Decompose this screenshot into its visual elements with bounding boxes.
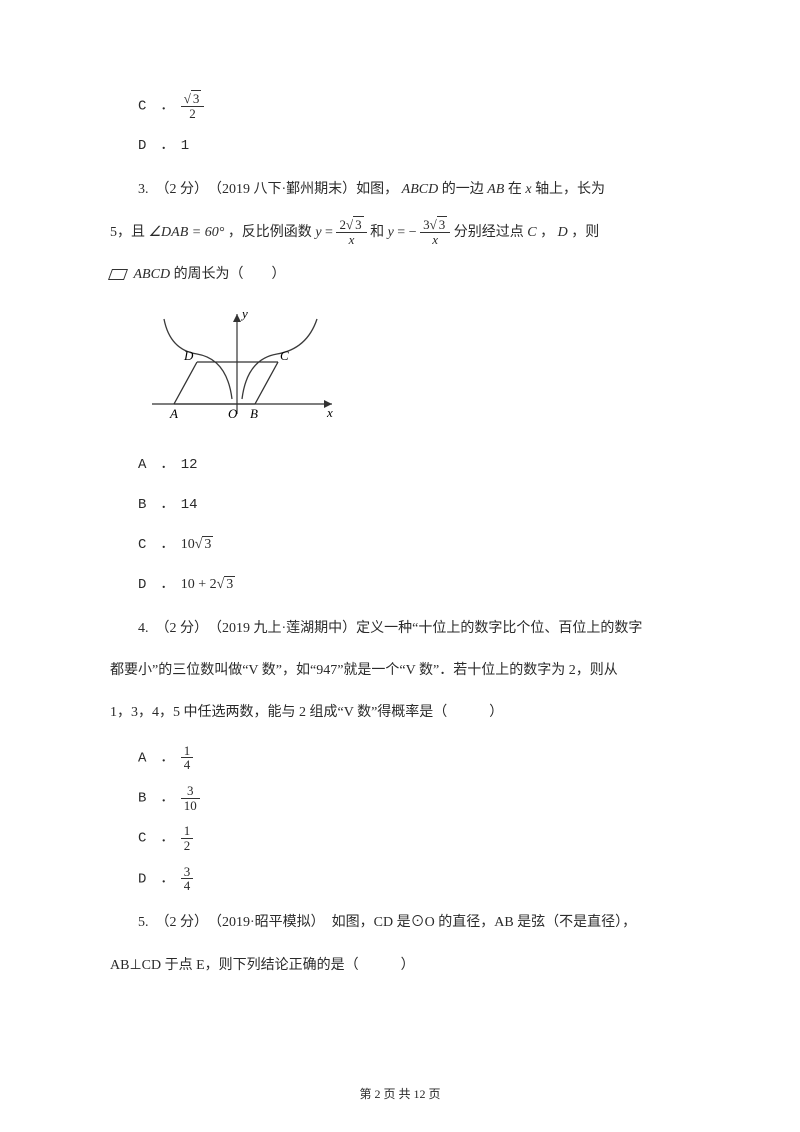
sqrt-icon: √3	[430, 216, 448, 232]
point-A: A	[169, 406, 178, 421]
text: 在	[508, 182, 526, 197]
text: 的一边	[442, 182, 488, 197]
option-value: 12	[181, 457, 198, 473]
math: ABCD	[134, 267, 171, 282]
q5-stem-2: AB⊥CD 于点 E，则下列结论正确的是（ ）	[110, 948, 705, 984]
q4-option-c: C ． 12	[138, 824, 705, 852]
q4-option-a: A ． 14	[138, 744, 705, 772]
option-label: D ．	[138, 138, 177, 154]
page-footer: 第 2 页 共 12 页	[0, 1085, 800, 1102]
fraction: 3√3x	[420, 218, 450, 246]
math: 10 + 2	[181, 577, 217, 592]
math: D	[558, 225, 568, 240]
parallelogram-icon	[108, 269, 128, 280]
text: 轴上，长为	[535, 182, 605, 197]
option-label: A ．	[138, 750, 177, 766]
option-label: B ．	[138, 790, 177, 806]
math: ABCD	[402, 182, 439, 197]
option-label: C ．	[138, 537, 177, 553]
fraction: 34	[181, 865, 194, 893]
point-B: B	[250, 406, 258, 421]
option-label: A ．	[138, 457, 177, 473]
q2-option-c: C ． √3 2	[138, 92, 705, 120]
page: C ． √3 2 D ． 1 3. （2 分） （2019 八下·鄞州期末）如图…	[0, 0, 800, 1132]
option-value: 14	[181, 497, 198, 513]
fraction: √3 2	[181, 92, 205, 120]
math: =	[394, 225, 409, 240]
q3-stem-1: 3. （2 分） （2019 八下·鄞州期末）如图， ABCD 的一边 AB 在…	[110, 172, 705, 208]
fraction: 310	[181, 784, 200, 812]
q3-option-d: D ． 10 + 2√3	[138, 571, 705, 599]
q3-option-b: B ． 14	[138, 491, 705, 519]
fraction: 12	[181, 824, 194, 852]
point-C: C	[280, 348, 289, 363]
text: ，反比例函数	[228, 225, 316, 240]
fraction: 2√3x	[336, 218, 366, 246]
sqrt-icon: √3	[346, 216, 364, 232]
option-value: 1	[181, 138, 189, 154]
math: ∠DAB = 60°	[149, 225, 225, 240]
text: 3. （2 分） （2019 八下·鄞州期末）如图，	[138, 182, 398, 197]
q4-stem-3: 1，3，4，5 中任选两数，能与 2 组成“V 数”得概率是（ ）	[110, 695, 705, 731]
text: 5，且	[110, 225, 149, 240]
math: C	[527, 225, 536, 240]
q3-option-a: A ． 12	[138, 451, 705, 479]
math: 10	[181, 537, 195, 552]
point-O: O	[228, 406, 238, 421]
math: x	[525, 182, 531, 197]
math: =	[322, 225, 337, 240]
text: ，则	[571, 225, 599, 240]
text: ，	[540, 225, 554, 240]
text: 的周长为（ ）	[174, 267, 286, 282]
fraction: 14	[181, 744, 194, 772]
text: 和	[370, 225, 388, 240]
axis-label-y: y	[240, 306, 248, 321]
q2-option-d: D ． 1	[138, 132, 705, 160]
math: AB	[487, 182, 504, 197]
q5-stem-1: 5. （2 分） （2019·昭平模拟） 如图，CD 是⊙O 的直径，AB 是弦…	[110, 905, 705, 941]
axis-label-x: x	[326, 405, 333, 420]
q4-stem-1: 4. （2 分） （2019 九上·莲湖期中）定义一种“十位上的数字比个位、百位…	[110, 611, 705, 647]
graph-svg: y x A O B C D	[142, 304, 342, 434]
point-D: D	[183, 348, 194, 363]
q4-stem-2: 都要小”的三位数叫做“V 数”，如“947”就是一个“V 数”．若十位上的数字为…	[110, 653, 705, 689]
option-label: D ．	[138, 871, 177, 887]
sqrt-icon: √3	[217, 576, 236, 592]
q3-option-c: C ． 10√3	[138, 531, 705, 559]
option-label: B ．	[138, 497, 177, 513]
option-label: C ．	[138, 831, 177, 847]
sqrt-icon: √3	[184, 90, 202, 106]
text: 分别经过点	[454, 225, 528, 240]
option-label: C ．	[138, 98, 177, 114]
q3-graph: y x A O B C D	[142, 304, 705, 439]
option-label: D ．	[138, 577, 177, 593]
sqrt-icon: √3	[195, 536, 214, 552]
q4-option-b: B ． 310	[138, 784, 705, 812]
q4-option-d: D ． 34	[138, 865, 705, 893]
q3-stem-3: ABCD 的周长为（ ）	[110, 257, 705, 293]
q3-stem-2: 5，且 ∠DAB = 60° ，反比例函数 y = 2√3x 和 y = − 3…	[110, 215, 705, 251]
